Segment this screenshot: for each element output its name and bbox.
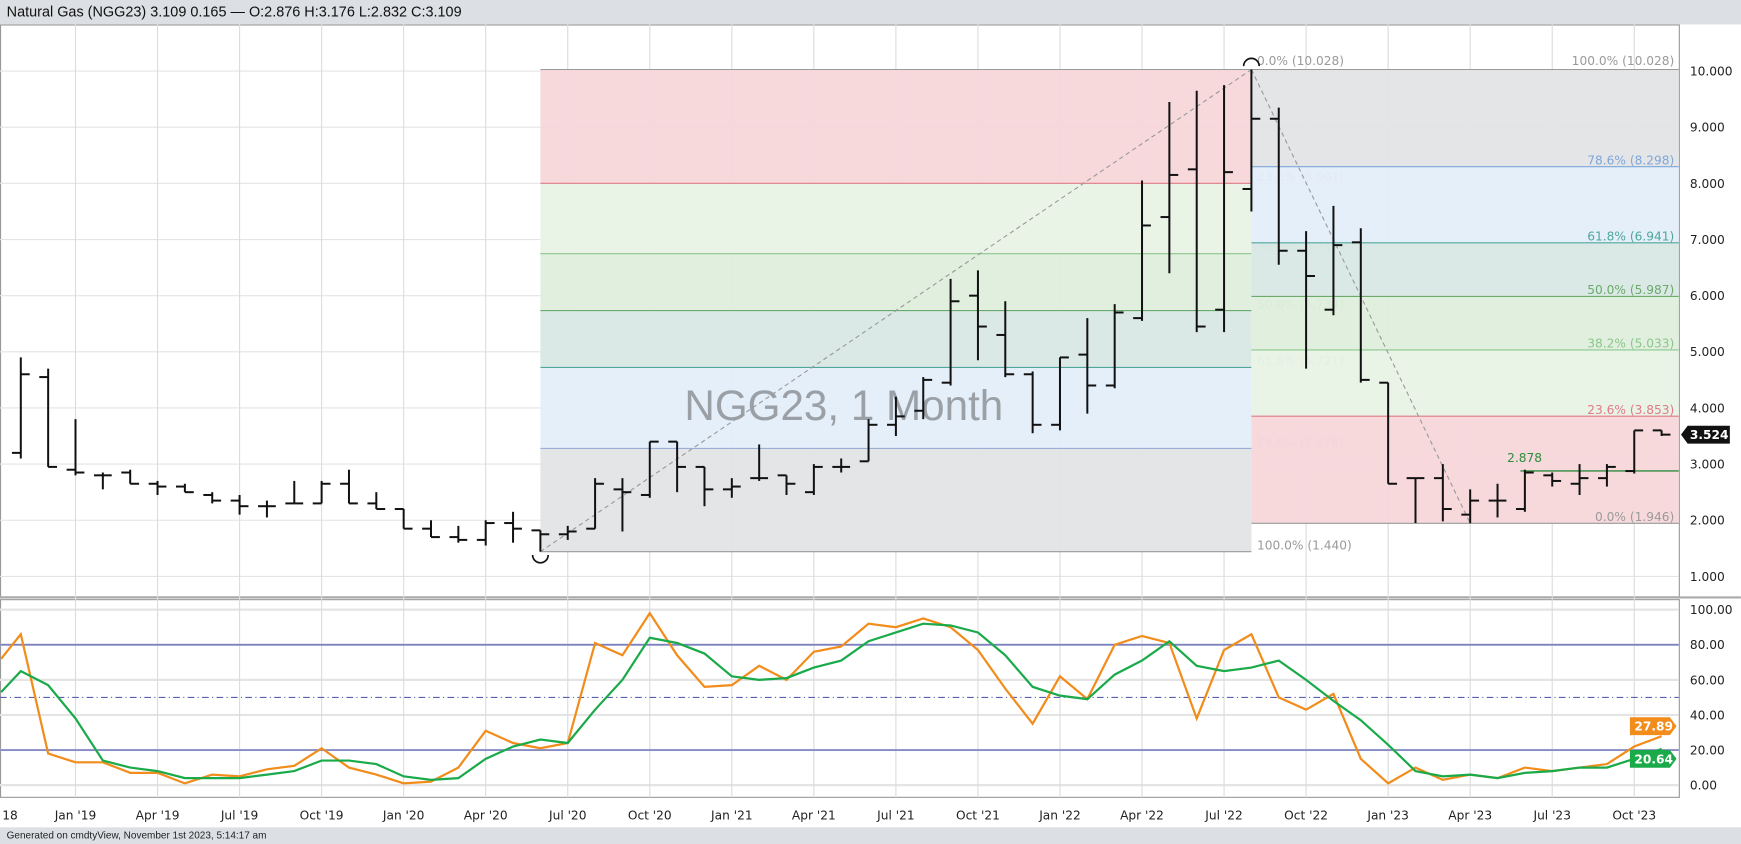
x-tick-label: Jan '21 [710,809,753,823]
stochastic-value: 20.64 [1634,752,1673,766]
footer-generated: Generated on cmdtyView, November 1st 202… [0,827,1741,844]
fib-band [540,310,1252,368]
fib-band [540,69,1252,184]
trend-line-up [540,69,1252,553]
x-tick-label: Jan '19 [54,809,97,823]
x-tick-label: Jul '19 [220,809,258,823]
x-tick-label: Oct '22 [1284,809,1328,823]
price-axis-label: 9.000 [1690,121,1725,135]
stoch-axis-label: 0.00 [1690,779,1717,793]
x-tick-label: Oct '20 [628,809,672,823]
fib-level-label: 100.0% (1.440) [1257,538,1352,552]
stoch-axis-label: 60.00 [1690,673,1725,687]
x-tick-label: Jul '22 [1204,809,1242,823]
fib-band [1251,242,1679,297]
chart-header: Natural Gas (NGG23) 3.109 0.165 — O:2.87… [0,0,1741,25]
stoch-axis-label: 40.00 [1690,708,1725,722]
stochastic-d-line [0,622,1662,781]
fib-level-label: 78.6% (8.298) [1587,153,1674,167]
chart-canvas[interactable]: 18 Jan '19 Apr '19 Jul '19 Oct '19 Jan '20 Apr… [0,24,1741,827]
x-tick-label: Jan '23 [1366,809,1409,823]
price-axis-label: 10.000 [1690,65,1733,79]
stochastic-value-tag [1629,750,1677,768]
x-tick-label: Jan '20 [382,809,425,823]
x-tick-label: Oct '19 [300,809,344,823]
last-price-tag [1680,425,1730,444]
price-axis-label: 8.000 [1690,177,1725,191]
x-tick-label: Apr '20 [464,809,508,823]
x-tick-label: Jul '20 [548,809,586,823]
fib-level-label: 50.0% (5.987) [1587,283,1674,297]
fib-level-label: 0.0% (10.028) [1257,54,1344,68]
stoch-axis-label: 80.00 [1690,638,1725,652]
price-axis-label: 5.000 [1690,345,1725,359]
x-tick-label: Apr '21 [792,809,836,823]
stochastic-value-tag [1629,717,1677,736]
fib-band [1251,296,1679,350]
fib-band [1251,416,1679,524]
fib-band [540,448,1252,552]
price-axis-label: 7.000 [1690,233,1725,247]
price-axis-label: 1.000 [1690,570,1725,584]
x-tick-label: Jul '23 [1532,809,1570,823]
x-tick-label: Jan '22 [1038,809,1081,823]
stochastic-k-line [0,611,1663,785]
fib-band [1251,69,1679,167]
price-axis-label: 6.000 [1690,289,1725,303]
x-tick-label: Apr '22 [1120,809,1164,823]
stochastic-value: 27.89 [1634,720,1673,734]
price-axis-label: 3.000 [1690,458,1725,472]
price-axis-label: 2.000 [1690,514,1725,528]
stochastic-panel [0,599,1680,798]
x-tick-label: Jul '21 [876,809,914,823]
stoch-axis-label: 100.00 [1690,603,1733,617]
fib-level-label: 38.2% (5.033) [1587,337,1674,351]
fib-level-label: 61.8% (6.941) [1587,230,1674,244]
x-tick-label: Apr '23 [1448,809,1492,823]
x-tick-label: 18 [2,809,18,823]
fib-band [1251,349,1679,417]
fib-level-label: 100.0% (10.028) [1572,54,1675,68]
price-axis-label: 4.000 [1690,401,1725,415]
horizontal-line-label: 2.878 [1507,451,1542,465]
fib-band [540,253,1252,311]
x-tick-label: Oct '21 [956,809,1000,823]
fib-band [540,183,1252,254]
x-tick-label: Apr '19 [136,809,180,823]
x-tick-label: Oct '23 [1612,809,1656,823]
swing-low-marker [531,554,549,564]
swing-high-marker [1242,57,1261,67]
fib-level-label: 23.6% (3.853) [1587,403,1674,417]
stoch-axis-label: 20.00 [1690,743,1725,757]
last-price-value: 3.524 [1690,428,1729,442]
watermark: NGG23, 1 Month [684,382,1003,429]
fib-level-label: 0.0% (1.946) [1595,510,1674,524]
fib-band [1251,166,1679,243]
